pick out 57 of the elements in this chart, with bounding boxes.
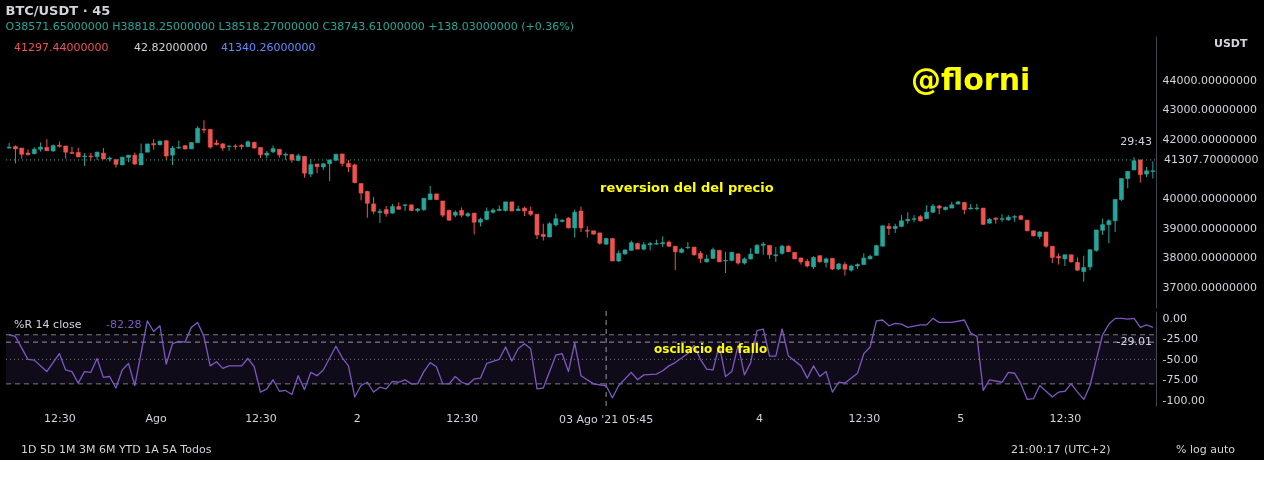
- candlestick: [6, 142, 12, 150]
- text: USDT: [1214, 37, 1248, 50]
- y-tick-label: 0.00: [1162, 311, 1187, 325]
- candlestick: [1137, 159, 1143, 184]
- candlestick: [610, 238, 615, 262]
- candlestick: [842, 261, 848, 277]
- candlestick: [572, 209, 578, 239]
- x-tick-label: 5: [957, 411, 965, 425]
- y-tick-label: 44000.00000000: [1162, 73, 1257, 87]
- candlestick: [377, 208, 383, 224]
- candlestick: [823, 256, 829, 268]
- y-tick-label: 38000.00000000: [1162, 251, 1257, 265]
- candlestick: [471, 212, 477, 235]
- candlestick: [302, 155, 307, 179]
- text: 21:00:17 (UTC+2): [1011, 443, 1111, 456]
- y-tick-label: -75.00: [1162, 373, 1198, 387]
- x-tick-label: 12:30: [1049, 411, 1082, 425]
- text: %R 14 close: [14, 318, 82, 331]
- x-tick-label: 12:30: [848, 411, 881, 425]
- candlestick: [138, 143, 144, 166]
- text: 1D 5D 1M 3M 6M YTD 1A 5A Todos: [21, 443, 212, 456]
- text: % log auto: [1176, 443, 1236, 456]
- x-tick-label: Ago: [145, 411, 168, 425]
- x-tick-label: 12:30: [245, 411, 277, 425]
- annotation: 42.82000000: [134, 41, 208, 54]
- ref-line-label: -29.01: [1116, 335, 1152, 349]
- y-tick-label: -25.00: [1162, 332, 1198, 346]
- y-tick-label: 37000.00000000: [1162, 280, 1257, 294]
- y-tick-label: -50.00: [1162, 352, 1198, 366]
- annotation: reversion del del precio: [600, 180, 774, 195]
- candlestick: [226, 144, 232, 152]
- candlestick: [308, 158, 314, 178]
- y-tick-label: 40000.00000000: [1162, 192, 1257, 206]
- annotation: @florni: [911, 62, 1031, 97]
- candlestick: [578, 206, 584, 233]
- candlestick: [1062, 254, 1068, 267]
- x-tick-label: 2: [353, 411, 361, 425]
- candlestick: [402, 203, 408, 212]
- ref-line-label: 41307.70000000: [1164, 152, 1259, 166]
- y-tick-label: 39000.00000000: [1162, 221, 1257, 235]
- x-tick-label: 4: [756, 411, 764, 425]
- y-tick-label: 42000.00000000: [1162, 132, 1257, 146]
- x-tick-label: 12:30: [44, 411, 76, 425]
- y-tick-label: -100.00: [1162, 393, 1205, 407]
- x-tick-label: 12:30: [446, 411, 478, 425]
- annotation: 29:43: [1120, 135, 1152, 148]
- chart-subtitle: O38571.65000000 H38818.25000000 L38518.27000000 C38743.61000000 +138.03000000 (+0.36%): [5, 20, 575, 33]
- annotation: -82.28: [106, 318, 142, 331]
- candlestick: [163, 140, 169, 161]
- candlestick: [886, 222, 892, 236]
- y-tick-label: 43000.00000000: [1162, 103, 1257, 117]
- candlestick: [314, 163, 320, 174]
- ref-line-label: 03 Ago '21 05:45: [558, 413, 654, 426]
- chart-title: BTC/USDT · 45: [5, 3, 111, 18]
- annotation: 41297.44000000: [14, 41, 109, 54]
- line-series: [8, 317, 1154, 401]
- annotation: 41340.26000000: [221, 41, 316, 54]
